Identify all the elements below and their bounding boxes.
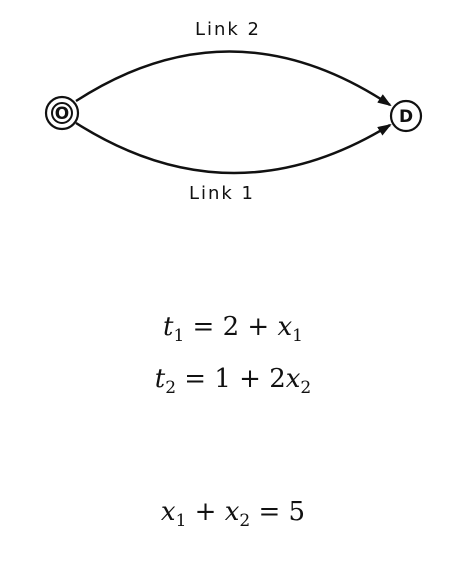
link-2-path bbox=[75, 50, 392, 107]
eq2-expr: = 1 + 2 bbox=[176, 364, 286, 394]
demand-op: + bbox=[186, 497, 225, 527]
link-2-label: Link 2 bbox=[195, 19, 261, 40]
eq1-expr: = 2 + bbox=[184, 312, 278, 342]
network-svg: O D Link 2 Link 1 bbox=[44, 19, 423, 204]
link-1-label: Link 1 bbox=[189, 183, 255, 204]
eq2-sub: 2 bbox=[165, 378, 177, 398]
eq1-var2: x bbox=[277, 312, 293, 342]
eq2-sub2: 2 bbox=[300, 378, 312, 398]
destination-node: D bbox=[389, 99, 423, 133]
cost-function-link-2: t2 = 1 + 2x2 bbox=[0, 364, 466, 397]
destination-node-label: D bbox=[399, 107, 413, 127]
demand-sub-b: 2 bbox=[239, 511, 251, 531]
eq1-var: t bbox=[163, 312, 174, 342]
demand-equation: x1 + x2 = 5 bbox=[0, 497, 466, 530]
network-diagram: O D Link 2 Link 1 bbox=[0, 0, 466, 230]
eq2-var2: x bbox=[285, 364, 301, 394]
demand-var-b: x bbox=[224, 497, 240, 527]
origin-node-label: O bbox=[55, 104, 69, 124]
origin-node: O bbox=[44, 95, 80, 131]
demand-rest: = 5 bbox=[250, 497, 306, 527]
eq1-sub: 1 bbox=[173, 326, 185, 346]
cost-function-link-1: t1 = 2 + x1 bbox=[0, 312, 466, 345]
demand-sub-a: 1 bbox=[175, 511, 187, 531]
link-1-path bbox=[75, 121, 392, 175]
eq1-sub2: 1 bbox=[292, 326, 303, 346]
eq2-var: t bbox=[154, 364, 166, 394]
demand-var-a: x bbox=[160, 497, 176, 527]
